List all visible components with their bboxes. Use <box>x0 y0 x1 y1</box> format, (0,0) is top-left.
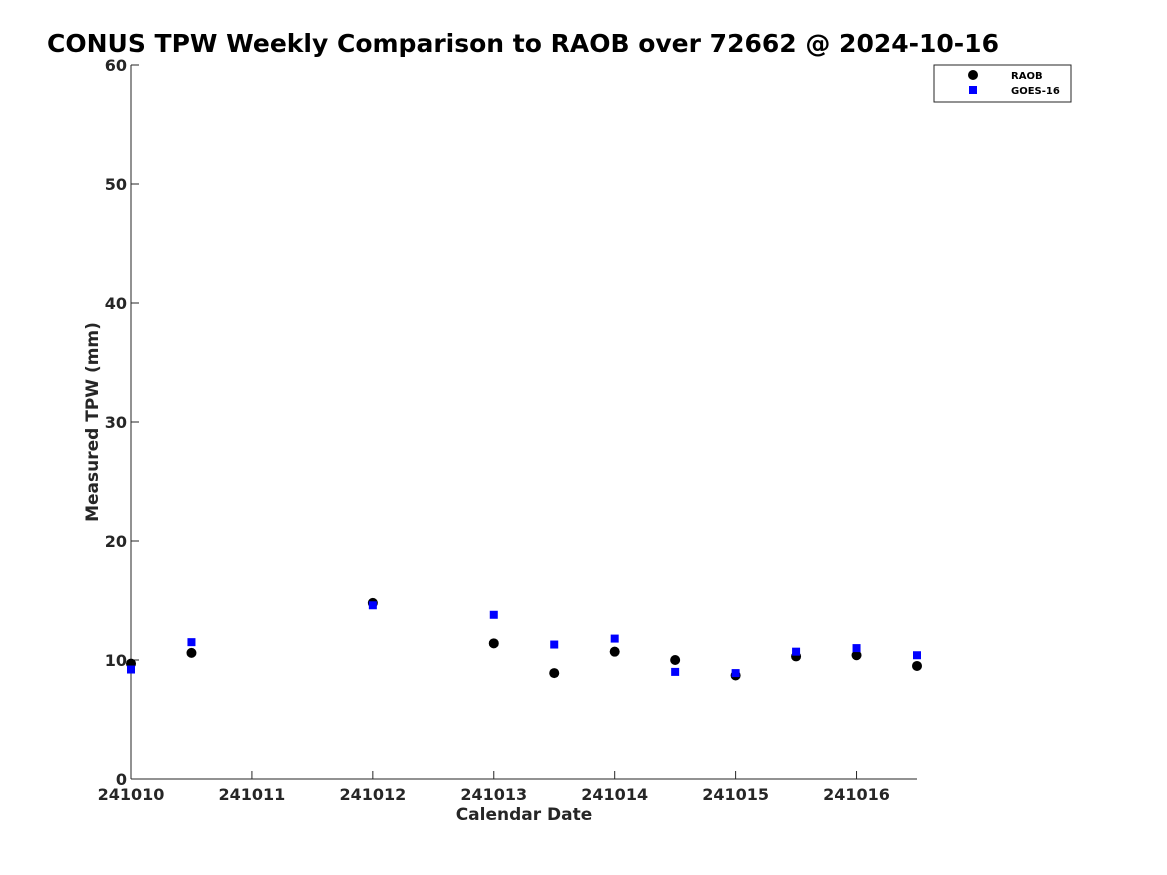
legend-goes16-label: GOES-16 <box>1011 86 1060 97</box>
goes16-point <box>913 651 921 660</box>
goes16-point <box>187 638 196 647</box>
legend-raob-marker <box>968 70 978 80</box>
data-points <box>126 597 922 681</box>
y-tick-label: 50 <box>105 175 127 194</box>
goes16-point <box>671 667 680 676</box>
legend: RAOB GOES-16 <box>933 64 1072 103</box>
raob-point <box>609 646 620 657</box>
goes16-point <box>731 669 740 678</box>
chart-title: CONUS TPW Weekly Comparison to RAOB over… <box>47 29 999 58</box>
goes16-point <box>792 647 801 656</box>
goes16-point <box>127 665 135 674</box>
x-tick-label: 241012 <box>339 785 406 804</box>
y-tick-label: 60 <box>105 56 127 75</box>
legend-raob-label: RAOB <box>1011 71 1043 82</box>
y-ticks: 0 10 20 30 40 50 60 <box>105 56 139 789</box>
goes16-point <box>610 634 619 643</box>
x-tick-label: 241010 <box>98 785 165 804</box>
y-tick-label: 0 <box>116 770 127 789</box>
axes <box>130 65 917 780</box>
x-tick-label: 241016 <box>823 785 890 804</box>
raob-point <box>851 650 862 661</box>
goes16-point <box>852 644 861 653</box>
goes16-point <box>368 601 377 610</box>
x-tick-label: 241013 <box>460 785 527 804</box>
y-axis-label: Measured TPW (mm) <box>83 322 103 522</box>
x-tick-label: 241015 <box>702 785 769 804</box>
x-ticks: 241010 241011 241012 241013 241014 241015 2410… <box>98 771 890 804</box>
legend-entries: RAOB GOES-16 <box>968 70 1060 97</box>
y-tick-label: 30 <box>105 413 127 432</box>
goes16-point <box>550 640 559 649</box>
raob-point <box>912 660 922 671</box>
x-tick-label: 241014 <box>581 785 648 804</box>
y-tick-label: 20 <box>105 532 127 551</box>
raob-point <box>488 638 499 649</box>
raob-point <box>186 647 197 658</box>
legend-box <box>933 64 1072 103</box>
y-tick-label: 40 <box>105 294 127 313</box>
x-axis-label: Calendar Date <box>456 805 593 825</box>
y-tick-label: 10 <box>105 651 127 670</box>
raob-point <box>670 655 681 665</box>
raob-point <box>549 668 560 679</box>
goes16-point <box>489 610 498 619</box>
legend-goes16-marker <box>969 86 977 94</box>
x-tick-label: 241011 <box>219 785 286 804</box>
